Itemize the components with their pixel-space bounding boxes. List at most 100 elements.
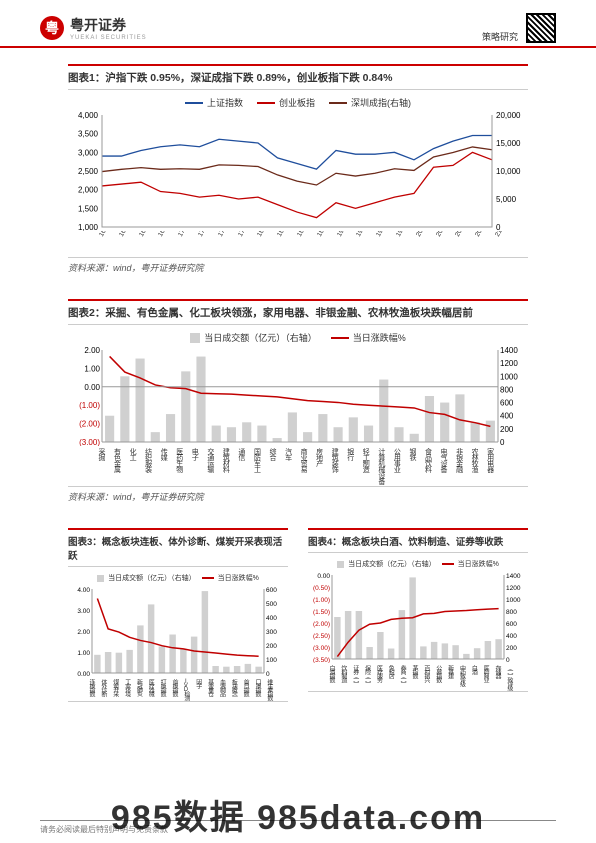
footer-disclaimer: 请务必阅读最后特别声明与免责条款	[40, 820, 556, 835]
svg-text:(3.50): (3.50)	[313, 657, 330, 663]
chart4-svg: 0.00 (0.50) (1.00) (1.50) (2.00) (2.50) (3.00)…	[308, 571, 528, 663]
svg-text:2,000: 2,000	[78, 186, 99, 195]
svg-text:10,000: 10,000	[496, 167, 521, 176]
legend-item: 当日涨跌幅%	[202, 573, 259, 583]
svg-text:0.00: 0.00	[317, 573, 330, 580]
svg-text:1000: 1000	[500, 372, 518, 381]
svg-text:(1.00): (1.00)	[313, 597, 330, 604]
svg-text:0: 0	[500, 438, 505, 446]
chart2-area: 当日成交额（亿元）（右轴） 当日涨跌幅% 2.00 1.00 0.00 (1.00) (…	[68, 325, 528, 487]
svg-text:5,000: 5,000	[496, 195, 517, 204]
svg-text:1200: 1200	[506, 585, 521, 592]
svg-text:0.00: 0.00	[77, 671, 90, 677]
legend-item: 当日涨跌幅%	[331, 331, 406, 344]
legend-item: 当日成交额（亿元）（右轴）	[97, 573, 196, 583]
svg-text:(1.00): (1.00)	[79, 401, 100, 410]
svg-text:0: 0	[496, 223, 501, 231]
svg-text:500: 500	[266, 601, 277, 608]
chart1-legend: 上证指数 创业板指 深圳成指(右轴)	[68, 90, 528, 111]
chart3-svg: 4.00 3.00 2.00 1.00 0.00 0 100 200 300 400 500 600	[68, 585, 288, 677]
svg-text:1400: 1400	[500, 346, 518, 355]
content: 图表1：沪指下跌 0.95%，深证成指下跌 0.89%，创业板指下跌 0.84%…	[0, 48, 596, 724]
chart1-svg: 1,000 1,500 2,000 2,500 3,000 3,500 4,000 0 5,00…	[68, 111, 528, 231]
chart2-block: 图表2：采掘、有色金属、化工板块领涨，家用电器、非银金融、农林牧渔板块跌幅居前 …	[68, 299, 528, 506]
chart-row: 图表3：概念板块连板、体外诊断、煤炭开采表现活跃 当日成交额（亿元）（右轴） 当…	[68, 528, 528, 724]
svg-text:400: 400	[506, 633, 517, 640]
qr-code-icon	[526, 13, 556, 43]
chart1-block: 图表1：沪指下跌 0.95%，深证成指下跌 0.89%，创业板指下跌 0.84%…	[68, 64, 528, 277]
svg-text:200: 200	[500, 425, 514, 434]
svg-text:1200: 1200	[500, 359, 518, 368]
svg-text:0: 0	[266, 671, 270, 677]
svg-text:100: 100	[266, 657, 277, 664]
svg-text:3.00: 3.00	[77, 608, 90, 615]
svg-text:(2.00): (2.00)	[79, 420, 100, 429]
chart3-legend: 当日成交额（亿元）（右轴） 当日涨跌幅%	[68, 567, 288, 585]
svg-text:800: 800	[506, 609, 517, 616]
svg-text:(1.50): (1.50)	[313, 609, 330, 616]
svg-text:1,000: 1,000	[78, 223, 99, 231]
page-header: 粤 粤开证券 YUEKAI SECURITIES 策略研究	[0, 0, 596, 48]
chart2-xaxis: 采掘有色金属化工纺织服装传媒医药生物电子交通运输建筑材料通信国防军工综合汽车商业…	[68, 446, 528, 486]
svg-text:4.00: 4.00	[77, 587, 90, 594]
svg-text:800: 800	[500, 385, 514, 394]
chart2-legend: 当日成交额（亿元）（右轴） 当日涨跌幅%	[68, 325, 528, 346]
chart3-area: 当日成交额（亿元）（右轴） 当日涨跌幅% 4.00 3.00 2.00 1.00 0.0…	[68, 567, 288, 702]
svg-text:(3.00): (3.00)	[79, 438, 100, 446]
svg-text:(2.00): (2.00)	[313, 621, 330, 628]
svg-text:200: 200	[266, 643, 277, 650]
svg-text:2.00: 2.00	[84, 346, 100, 355]
svg-text:1,500: 1,500	[78, 204, 99, 213]
brand-name: 粤开证券	[70, 15, 147, 35]
legend-item: 当日成交额（亿元）（右轴）	[337, 559, 436, 569]
chart4-title: 图表4：概念板块白酒、饮料制造、证券等收跌	[308, 528, 528, 553]
svg-text:600: 600	[506, 621, 517, 628]
chart1-title: 图表1：沪指下跌 0.95%，深证成指下跌 0.89%，创业板指下跌 0.84%	[68, 64, 528, 90]
chart2-source: 资料来源：wind，粤开证券研究院	[68, 487, 528, 506]
svg-text:300: 300	[266, 629, 277, 636]
svg-text:15,000: 15,000	[496, 139, 521, 148]
chart1-xaxis: 16-0316-0616-0916-1217-0317-0617-0917-12…	[68, 231, 528, 257]
svg-text:(0.50): (0.50)	[313, 585, 330, 592]
svg-text:4,000: 4,000	[78, 111, 99, 120]
svg-text:600: 600	[500, 399, 514, 408]
chart4-xaxis: 白酒指数饮料制造证券（二）保险（二）医疗服务免税店券商（二）茅指数百村振兴公募指…	[308, 663, 528, 691]
svg-text:2,500: 2,500	[78, 167, 99, 176]
legend-item: 深圳成指(右轴)	[329, 96, 411, 109]
svg-text:0: 0	[506, 657, 510, 663]
svg-text:1000: 1000	[506, 597, 521, 604]
chart4-legend: 当日成交额（亿元）（右轴） 当日涨跌幅%	[308, 553, 528, 571]
chart1-area: 上证指数 创业板指 深圳成指(右轴) 1,000 1,500 2,000 2,500 3…	[68, 90, 528, 258]
logo-icon: 粤	[40, 16, 64, 40]
svg-text:400: 400	[500, 412, 514, 421]
chart2-title: 图表2：采掘、有色金属、化工板块领涨，家用电器、非银金融、农林牧渔板块跌幅居前	[68, 299, 528, 325]
chart2-svg: 2.00 1.00 0.00 (1.00) (2.00) (3.00) 0 200 400 600…	[68, 346, 528, 446]
svg-text:1.00: 1.00	[77, 650, 90, 657]
svg-text:(2.50): (2.50)	[313, 633, 330, 640]
brand-sub: YUEKAI SECURITIES	[70, 35, 147, 41]
chart4-area: 当日成交额（亿元）（右轴） 当日涨跌幅% 0.00 (0.50) (1.00) (1.…	[308, 553, 528, 692]
chart3-title: 图表3：概念板块连板、体外诊断、煤炭开采表现活跃	[68, 528, 288, 567]
legend-item: 当日成交额（亿元）（右轴）	[190, 331, 317, 344]
brand-logo: 粤 粤开证券 YUEKAI SECURITIES	[40, 15, 147, 41]
svg-text:600: 600	[266, 587, 277, 594]
svg-text:400: 400	[266, 615, 277, 622]
svg-text:3,000: 3,000	[78, 148, 99, 157]
svg-text:20,000: 20,000	[496, 111, 521, 120]
chart3-block: 图表3：概念板块连板、体外诊断、煤炭开采表现活跃 当日成交额（亿元）（右轴） 当…	[68, 528, 288, 702]
legend-item: 创业板指	[257, 96, 315, 109]
svg-text:200: 200	[506, 645, 517, 652]
header-right: 策略研究	[482, 13, 556, 43]
svg-text:0.00: 0.00	[84, 383, 100, 392]
doc-category: 策略研究	[482, 30, 518, 43]
svg-text:2.00: 2.00	[77, 629, 90, 636]
svg-text:1400: 1400	[506, 573, 521, 580]
svg-text:1.00: 1.00	[84, 364, 100, 373]
chart4-block: 图表4：概念板块白酒、饮料制造、证券等收跌 当日成交额（亿元）（右轴） 当日涨跌…	[308, 528, 528, 702]
legend-item: 当日涨跌幅%	[442, 559, 499, 569]
svg-text:(3.00): (3.00)	[313, 645, 330, 652]
chart3-xaxis: 连板指数体外诊断煤炭开采工业环境新冠肺炎医疗器械打板指数首板指数IVD检测因子基…	[68, 677, 288, 701]
legend-item: 上证指数	[185, 96, 243, 109]
svg-text:3,500: 3,500	[78, 130, 99, 139]
chart1-source: 资料来源：wind，粤开证券研究院	[68, 258, 528, 277]
